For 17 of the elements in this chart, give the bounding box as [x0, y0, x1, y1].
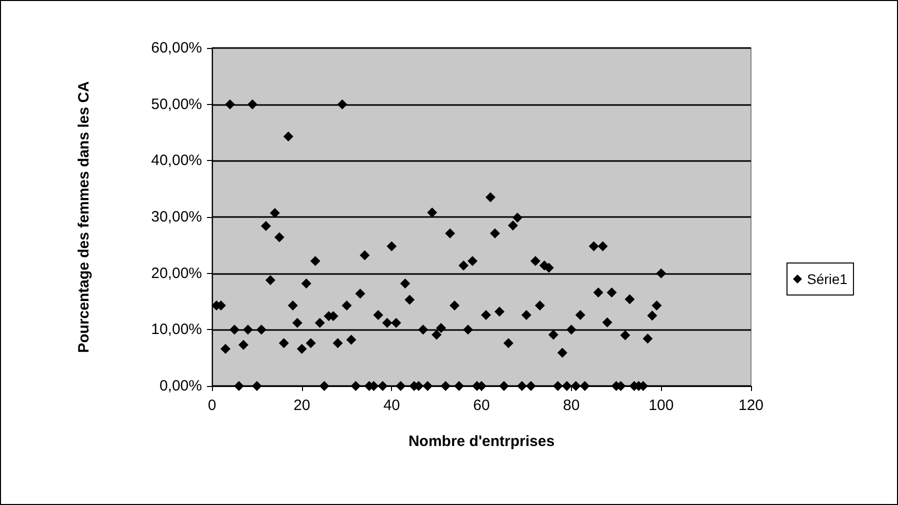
- legend-label: Série1: [807, 271, 848, 287]
- x-tick-label: 120: [738, 397, 764, 414]
- x-tick-label: 40: [383, 397, 400, 414]
- y-axis-title: Pourcentage des femmes dans les CA: [76, 80, 92, 353]
- x-tick-label: 60: [473, 397, 490, 414]
- y-tick-label: 10,00%: [151, 321, 202, 338]
- x-tick-label: 80: [562, 397, 580, 414]
- x-tick-label: 0: [208, 397, 216, 414]
- y-tick-label: 0,00%: [159, 378, 202, 394]
- y-tick-label: 20,00%: [151, 264, 202, 282]
- x-tick-label: 100: [648, 397, 674, 414]
- y-tick-label: 30,00%: [151, 208, 202, 226]
- x-axis-title: Nombre d'entrprises: [408, 433, 555, 450]
- y-tick-label: 40,00%: [151, 152, 202, 170]
- y-tick-label: 60,00%: [151, 40, 202, 56]
- x-tick-label: 20: [293, 397, 310, 414]
- y-tick-label: 50,00%: [151, 96, 202, 113]
